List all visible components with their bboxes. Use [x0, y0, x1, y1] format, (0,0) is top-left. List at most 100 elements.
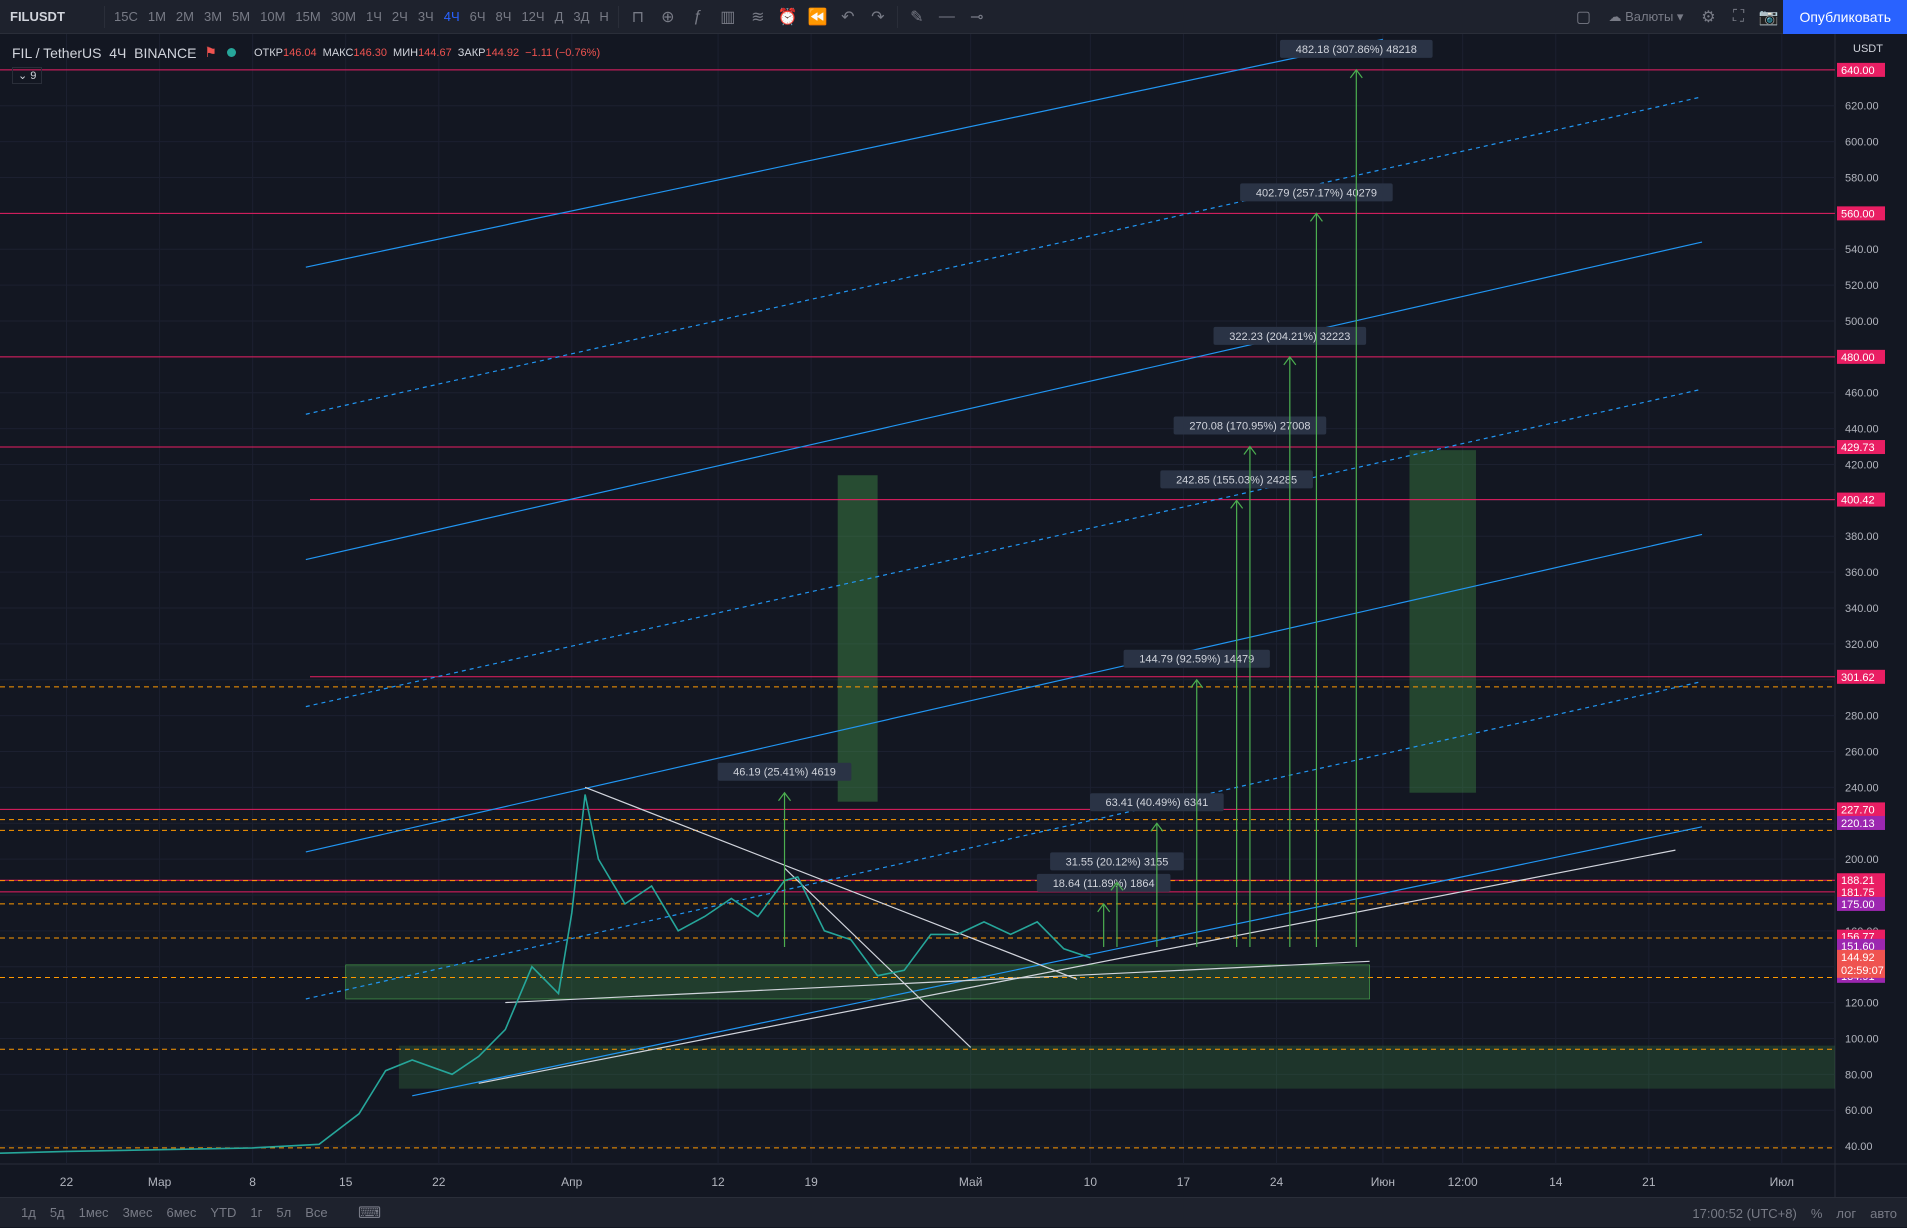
interval-0[interactable]: 15С [114, 9, 138, 24]
y-tick-label: 260.00 [1845, 746, 1879, 758]
arrow-head [1243, 445, 1257, 455]
arrow-head [1097, 902, 1111, 913]
range-4[interactable]: 6мес [166, 1205, 197, 1220]
y-tick-label: 380.00 [1845, 531, 1879, 543]
templates-icon[interactable]: ≋ [751, 8, 765, 26]
measure-label-bg [1123, 649, 1270, 668]
price-chart[interactable]: USDT40.0060.0080.00100.00120.00140.00160… [0, 34, 1907, 1197]
interval-6[interactable]: 15М [295, 9, 321, 24]
measure-label-bg [1173, 416, 1327, 435]
candles-icon[interactable]: ⊓ [631, 8, 645, 26]
demand-zone [398, 1045, 1835, 1089]
settings-icon[interactable]: ⚙ [1701, 9, 1716, 26]
price-tag-text: 429.73 [1841, 442, 1875, 454]
log-toggle[interactable]: лог [1836, 1205, 1857, 1221]
interval-7[interactable]: 30М [330, 9, 356, 24]
interval-10[interactable]: 3Ч [417, 9, 434, 24]
goto-date-icon[interactable]: ⌨ [358, 1204, 382, 1222]
measure-label: 31.55 (20.12%) 3155 [1050, 852, 1184, 871]
undo-icon[interactable]: ↶ [841, 8, 855, 26]
auto-toggle[interactable]: авто [1870, 1205, 1897, 1221]
interval-14[interactable]: 12Ч [521, 9, 545, 24]
arrow-head [778, 791, 792, 802]
price-tag-text: 181.75 [1841, 887, 1875, 899]
redo-icon[interactable]: ↷ [871, 8, 885, 26]
layout-icon[interactable]: ▢ [1575, 9, 1591, 26]
interval-12[interactable]: 6Ч [469, 9, 486, 24]
alert-icon[interactable]: ⏰ [777, 8, 798, 26]
indicators-toggle[interactable]: ⌄ 9 [12, 67, 43, 84]
last-price-tag [1837, 949, 1885, 978]
interval-1[interactable]: 1М [147, 9, 166, 24]
price-tag [1837, 873, 1885, 888]
camera-icon[interactable]: 📷 [1758, 9, 1779, 26]
fullscreen-icon[interactable]: ⛶ [1732, 8, 1745, 25]
range-8[interactable]: Все [305, 1205, 328, 1220]
interval-13[interactable]: 8Ч [495, 9, 512, 24]
symbol-search[interactable]: FILUSDT [10, 9, 65, 24]
measure-label: 482.18 (307.86%) 48218 [1280, 39, 1433, 58]
x-tick-label: 22 [432, 1175, 446, 1189]
range-5[interactable]: YTD [210, 1205, 237, 1220]
price-axis [1835, 34, 1907, 1197]
x-tick-label: 22 [60, 1175, 74, 1189]
interval-8[interactable]: 1Ч [366, 9, 382, 24]
clock: 17:00:52 (UTC+8) [1692, 1205, 1797, 1221]
interval-5[interactable]: 10М [260, 9, 286, 24]
interval-16[interactable]: 3Д [573, 9, 590, 24]
brush-icon[interactable]: ✎ [910, 8, 924, 26]
interval-4[interactable]: 5М [232, 9, 251, 24]
price-tag-text: 301.62 [1841, 672, 1875, 684]
plus-circle-icon[interactable]: ⊕ [661, 8, 675, 26]
interval-3[interactable]: 3М [203, 9, 223, 24]
measure-label-bg [1160, 470, 1313, 489]
channel-bottom [305, 680, 1703, 1000]
interval-9[interactable]: 2Ч [391, 9, 408, 24]
open-value: 146.04 [283, 46, 317, 59]
interval-2[interactable]: 2М [175, 9, 194, 24]
price-tag [1837, 884, 1885, 899]
measure-label-text: 270.08 (170.95%) 27008 [1189, 421, 1310, 433]
x-tick-label: 12:00 [1448, 1175, 1478, 1189]
range-6[interactable]: 1г [250, 1205, 263, 1220]
price-tag-text: 640.00 [1841, 65, 1875, 77]
channel-top [305, 38, 1384, 268]
measure-label-bg [1036, 873, 1171, 892]
price-tag-text: 220.13 [1841, 818, 1875, 830]
ray-icon[interactable]: ⊸ [970, 8, 984, 26]
interval-15[interactable]: Д [554, 9, 564, 24]
x-tick-label: 15 [339, 1175, 353, 1189]
measure-label-text: 144.79 (92.59%) 14479 [1139, 654, 1254, 666]
currencies-button[interactable]: ☁ Валюты ▾ [1608, 9, 1684, 24]
y-tick-label: 600.00 [1845, 137, 1879, 149]
measure-label-bg [717, 762, 852, 781]
measure-label-text: 46.19 (25.41%) 4619 [733, 767, 836, 779]
legend-pair: FIL / TetherUS [12, 44, 102, 61]
bottom-right: 17:00:52 (UTC+8) % лог авто [1678, 1198, 1897, 1228]
publish-button[interactable]: Опубликовать [1783, 0, 1907, 34]
range-1[interactable]: 5д [49, 1205, 65, 1220]
horizontal-line-icon[interactable]: — [938, 7, 955, 25]
chart-type-icon[interactable]: ▥ [720, 8, 736, 26]
range-3[interactable]: 3мес [122, 1205, 153, 1220]
x-tick-label: 17 [1177, 1175, 1191, 1189]
arrow-head [1309, 212, 1323, 222]
y-tick-label: 500.00 [1845, 316, 1879, 328]
measure-label-text: 18.64 (11.89%) 1864 [1053, 878, 1155, 890]
range-2[interactable]: 1мес [78, 1205, 109, 1220]
legend-exchange: BINANCE [134, 44, 197, 61]
y-tick-label: 100.00 [1845, 1033, 1879, 1045]
percent-toggle[interactable]: % [1810, 1205, 1823, 1221]
x-tick-label: 12 [711, 1175, 725, 1189]
channel-mid-2 [305, 241, 1703, 561]
range-7[interactable]: 5л [276, 1205, 292, 1220]
range-0[interactable]: 1д [21, 1205, 36, 1220]
measure-label: 242.85 (155.03%) 24285 [1160, 470, 1313, 489]
interval-11[interactable]: 4Ч [443, 9, 460, 24]
measure-label: 322.23 (204.21%) 32223 [1213, 326, 1367, 345]
interval-17[interactable]: Н [599, 9, 609, 24]
replay-icon[interactable]: ⏪ [807, 8, 828, 26]
flag-icon[interactable]: ⚑ [204, 44, 217, 60]
indicators-icon[interactable]: ƒ [693, 7, 703, 25]
arrow-head [1110, 881, 1124, 891]
